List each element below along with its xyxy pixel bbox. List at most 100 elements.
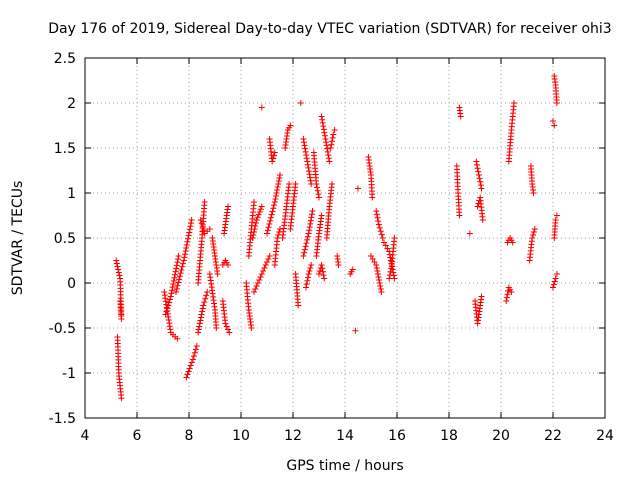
data-point-marker <box>254 280 261 286</box>
y-tick-label: 2 <box>67 96 76 112</box>
data-point-marker <box>508 289 515 295</box>
data-point-marker <box>264 227 271 234</box>
data-point-marker <box>303 240 310 247</box>
data-point-marker <box>301 249 308 256</box>
data-point-marker <box>376 224 383 231</box>
data-point-marker <box>373 208 380 214</box>
data-point-marker <box>225 262 231 268</box>
data-point-marker <box>308 181 315 187</box>
data-point-marker <box>308 214 315 221</box>
data-point-marker <box>170 281 177 288</box>
data-point-marker <box>550 281 557 288</box>
data-point-marker <box>503 298 510 304</box>
data-point-marker <box>306 224 313 231</box>
data-point-marker <box>213 325 220 331</box>
data-point-marker <box>188 217 195 223</box>
data-point-marker <box>182 248 189 255</box>
data-point-marker <box>303 152 310 159</box>
data-point-marker <box>373 265 380 271</box>
data-point-marker <box>318 212 325 219</box>
data-point-marker <box>197 217 204 223</box>
data-point-marker <box>254 214 261 221</box>
data-point-marker <box>202 295 209 302</box>
data-point-marker <box>261 265 268 271</box>
data-point-marker <box>304 158 311 165</box>
data-point-marker <box>476 175 483 182</box>
data-point-marker <box>301 142 308 149</box>
data-point-marker <box>169 284 176 291</box>
data-point-marker <box>269 158 276 165</box>
data-point-marker <box>457 113 464 120</box>
data-point-marker <box>297 100 304 106</box>
x-tick-label: 6 <box>133 428 142 444</box>
data-point-marker <box>320 272 327 279</box>
data-point-marker <box>376 280 383 286</box>
data-point-marker <box>304 236 311 243</box>
data-point-marker <box>330 131 337 138</box>
data-point-marker <box>186 226 193 233</box>
data-point-marker <box>173 289 179 295</box>
data-point-marker <box>174 335 181 342</box>
data-point-marker <box>309 208 316 214</box>
data-point-marker <box>306 268 313 274</box>
data-point-marker <box>306 227 313 234</box>
data-point-marker <box>195 326 202 333</box>
data-point-marker <box>171 274 178 281</box>
data-point-marker <box>269 208 276 215</box>
data-point-marker <box>318 113 325 120</box>
data-point-marker <box>166 299 173 306</box>
data-point-marker <box>186 229 193 236</box>
data-point-marker <box>325 155 332 162</box>
data-point-marker <box>182 251 188 258</box>
data-point-marker <box>374 271 381 277</box>
data-point-marker <box>185 368 192 375</box>
data-point-marker <box>277 172 283 178</box>
data-point-marker <box>287 122 294 129</box>
data-point-marker <box>197 317 204 324</box>
x-tick-label: 12 <box>284 428 302 444</box>
data-point-marker <box>391 275 398 282</box>
data-point-marker <box>189 356 196 363</box>
data-point-marker <box>329 138 335 145</box>
data-point-marker <box>550 284 556 291</box>
data-point-marker <box>185 232 192 239</box>
data-point-marker <box>553 212 560 219</box>
data-point-marker <box>199 223 206 230</box>
data-point-marker <box>307 177 314 184</box>
data-point-marker <box>316 271 322 277</box>
data-point-marker <box>172 271 178 278</box>
data-point-marker <box>553 100 560 106</box>
data-point-marker <box>286 181 293 187</box>
data-point-marker <box>204 289 211 295</box>
data-point-marker <box>183 245 190 252</box>
data-point-marker <box>375 218 382 225</box>
data-point-marker <box>379 235 386 241</box>
data-point-marker <box>260 268 267 274</box>
data-point-marker <box>270 155 277 162</box>
data-point-marker <box>251 229 257 235</box>
data-point-marker <box>179 263 186 270</box>
data-point-marker <box>166 296 173 303</box>
data-point-marker <box>258 203 265 210</box>
data-point-marker <box>377 286 384 292</box>
data-point-marker <box>300 253 307 259</box>
data-point-marker <box>113 257 120 264</box>
data-point-marker <box>190 353 197 360</box>
data-point-marker <box>199 308 206 315</box>
data-point-marker <box>373 211 380 218</box>
data-point-marker <box>553 271 560 277</box>
data-point-marker <box>252 286 259 292</box>
y-tick-label: -1 <box>62 366 76 382</box>
y-axis-ticks: -1.5 -1 -0.5 0 0.5 1 1.5 2 2.5 <box>49 51 605 427</box>
data-point-marker <box>276 175 283 181</box>
data-point-marker <box>473 158 480 165</box>
data-point-marker <box>352 327 359 334</box>
data-point-marker <box>378 289 385 295</box>
data-point-marker <box>304 161 311 168</box>
y-tick-label: 2.5 <box>54 51 76 67</box>
data-point-marker <box>181 254 188 261</box>
data-point-marker <box>175 256 181 263</box>
data-point-marker <box>304 233 311 240</box>
data-point-marker <box>274 235 281 241</box>
data-point-marker <box>328 141 335 148</box>
